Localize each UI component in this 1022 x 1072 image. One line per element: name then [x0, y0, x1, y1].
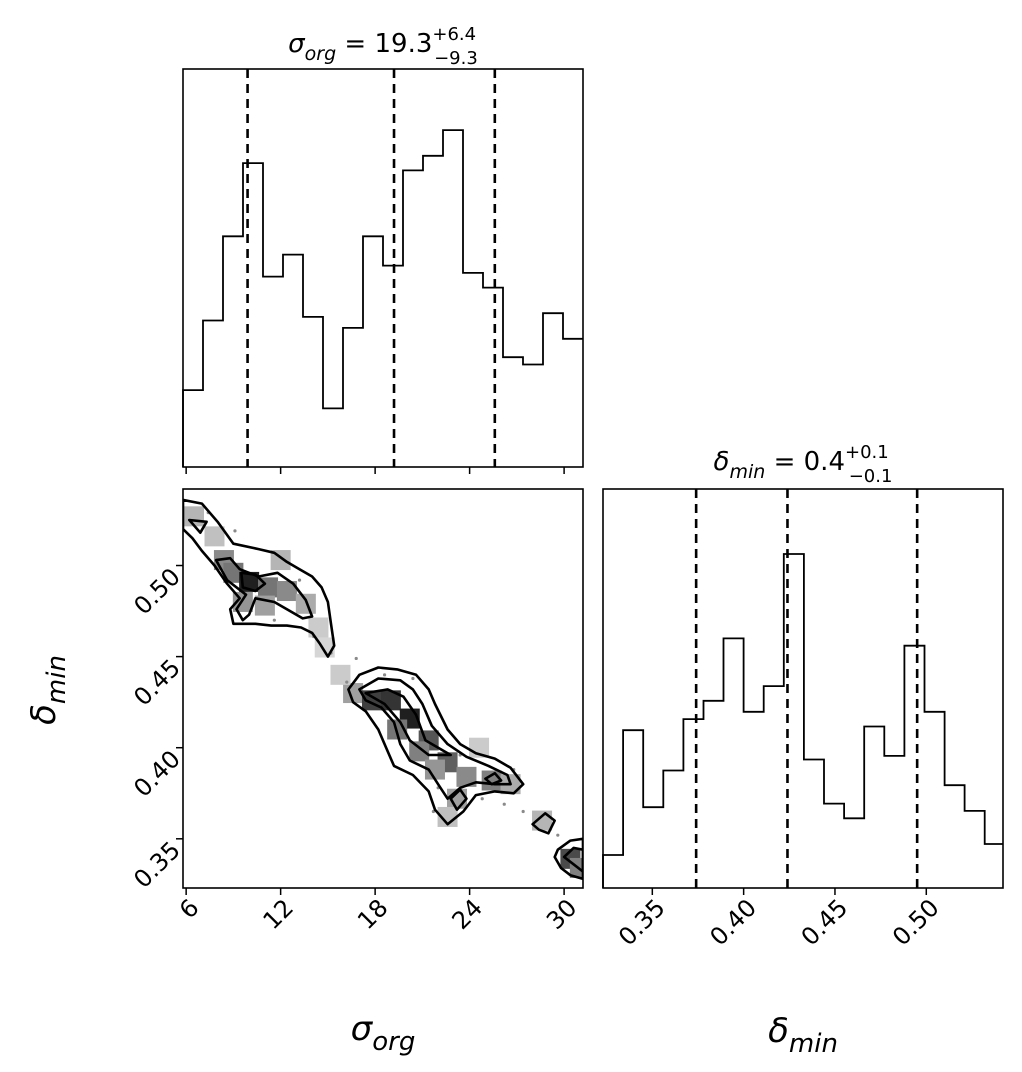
density-contour [531, 811, 557, 835]
sigma-org-histogram-bin [263, 277, 283, 467]
density-cell [409, 741, 430, 762]
density-cell [204, 526, 225, 547]
sigma-org-histogram-bin [283, 255, 303, 467]
delta-min-axis-label-bottom: δmin [768, 1011, 838, 1059]
delta-min-histogram-bin [643, 807, 663, 888]
density-cell [437, 806, 458, 827]
sigma-org-histogram-bin [363, 236, 383, 467]
density-contour [484, 771, 503, 786]
delta-min-title: δmin = 0.4+0.1 −0.1 [714, 442, 893, 487]
delta-min-histogram-bin [864, 726, 884, 888]
sigma-org-axis-label: σorg [351, 1009, 416, 1057]
sigma-org-histogram-bin [523, 364, 543, 467]
density-contour [240, 571, 267, 593]
density-contour [449, 788, 468, 812]
delta-min-histogram-bin [985, 844, 1003, 888]
sigma-org-histogram-bin [483, 288, 503, 467]
delta-min-histogram-bin [904, 646, 924, 888]
density-cell [424, 759, 445, 780]
sigma-org-histogram-bin [503, 357, 523, 467]
density-cell [184, 506, 205, 527]
density-contour [183, 498, 336, 658]
delta-min-histogram-bin [965, 811, 985, 888]
sample-point [233, 529, 237, 533]
delta-min-histogram-bin [824, 804, 844, 888]
delta-min-histogram-bin [884, 756, 904, 888]
sigma-org-histogram-bin [423, 156, 443, 467]
delta-min-histogram-frame [602, 488, 1004, 889]
density-contour [364, 688, 453, 757]
sample-point [480, 797, 484, 801]
delta-min-histogram-bin [804, 760, 824, 888]
sigma-org-title: σorg = 19.3+6.4 −9.3 [288, 24, 478, 69]
delta-min-histogram-bin [703, 701, 723, 888]
delta-min-histogram-bin [924, 712, 944, 888]
sigma-org-histogram-bin [343, 328, 363, 467]
density-cell [308, 617, 329, 638]
sigma-org-histogram-frame [182, 68, 584, 468]
delta-min-histogram-bin [724, 638, 744, 888]
sigma-org-histogram-bin [223, 236, 243, 467]
delta-min-histogram-bin [623, 730, 643, 888]
density-cell [276, 581, 297, 602]
sample-point [502, 802, 506, 806]
sample-point [411, 676, 415, 681]
sigma-org-histogram-bin [543, 313, 563, 467]
delta-min-histogram-bin [683, 719, 703, 888]
delta-min-histogram-steps [602, 553, 1003, 888]
sigma-org-histogram-bin [323, 408, 343, 467]
sigma-org-histogram-bin [203, 321, 223, 467]
density-contour [188, 518, 208, 535]
delta-min-axis-label: δmin [24, 655, 72, 725]
sigma-org-histogram-bin [183, 390, 203, 467]
sigma-org-histogram-steps [182, 129, 583, 467]
sigma-org-histogram-bin [563, 339, 583, 467]
sample-point [354, 656, 358, 661]
delta-min-histogram-bin [945, 785, 965, 888]
sample-point [297, 578, 302, 582]
density-contour [553, 837, 583, 881]
delta-min-histogram-bin [663, 771, 683, 888]
delta-min-histogram-bin [744, 712, 764, 888]
sigma-org-histogram-bin [303, 317, 323, 467]
delta-min-histogram-bin [603, 855, 623, 888]
density-cell [330, 664, 351, 685]
density-cell [456, 766, 477, 787]
sigma-org-histogram-bin [463, 273, 483, 467]
density-contour [347, 666, 525, 826]
sigma-org-histogram-bin [443, 130, 463, 467]
joint-density-frame [182, 488, 584, 889]
sigma-org-histogram-panel: σorg = 19.3+6.4 −9.3 [182, 24, 584, 474]
sigma-org-histogram-bin [243, 163, 263, 467]
delta-min-histogram-bin [844, 818, 864, 888]
sample-point [382, 673, 387, 677]
sample-point [521, 809, 525, 814]
sample-point [272, 618, 276, 622]
sample-point [556, 833, 560, 837]
sigma-org-histogram-bin [403, 170, 423, 467]
delta-min-histogram-bin [764, 686, 784, 888]
sample-point [345, 680, 349, 684]
density-contour [562, 846, 583, 873]
